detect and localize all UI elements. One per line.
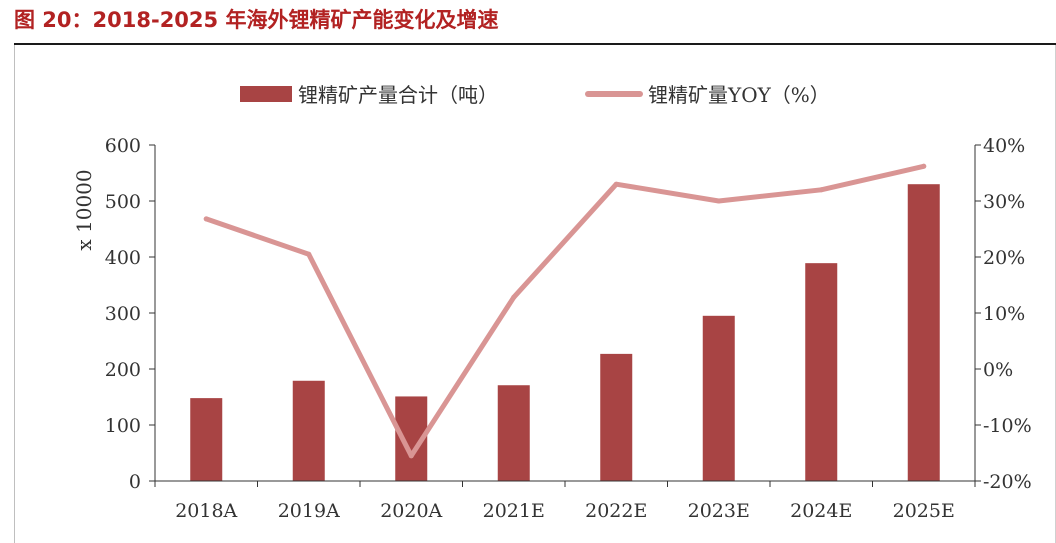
right-tick-label: 40% <box>983 135 1025 157</box>
x-tick-label: 2020A <box>380 500 442 522</box>
left-tick-label: 500 <box>105 191 141 213</box>
title-rule <box>14 43 1056 45</box>
legend: 锂精矿产量合计（吨） 锂精矿量YOY（%） <box>240 83 830 107</box>
yoy-point <box>203 216 209 222</box>
x-tick-label: 2022E <box>585 500 647 522</box>
x-axis-ticks: 2018A 2019A 2020A 2021E 2022E 2023E 2024E 2025E <box>154 481 976 522</box>
x-tick-label: 2025E <box>893 500 955 522</box>
line-series <box>203 163 927 459</box>
bar <box>600 353 633 481</box>
yoy-point <box>511 294 517 300</box>
bar-series <box>190 184 940 481</box>
yoy-point <box>716 198 722 204</box>
x-tick-label: 2018A <box>175 500 237 522</box>
bar <box>292 380 325 481</box>
legend-bar-label: 锂精矿产量合计（吨） <box>298 83 498 107</box>
yoy-line <box>203 163 927 459</box>
yoy-point <box>818 187 824 193</box>
x-tick-label: 2023E <box>688 500 750 522</box>
left-tick-label: 200 <box>105 359 141 381</box>
right-tick-label: -10% <box>983 415 1032 437</box>
frame-left-border <box>14 45 15 543</box>
x-tick-label: 2024E <box>790 500 852 522</box>
right-tick-label: -20% <box>983 471 1032 493</box>
yoy-point <box>613 181 619 187</box>
x-tick-label: 2021E <box>483 500 545 522</box>
bar <box>805 263 838 481</box>
legend-line-label: 锂精矿量YOY（%） <box>648 83 830 107</box>
left-tick-label: 300 <box>105 303 141 325</box>
axes <box>154 145 976 482</box>
right-tick-label: 30% <box>983 191 1025 213</box>
x-tick-label: 2019A <box>278 500 340 522</box>
bar <box>702 315 735 481</box>
left-tick-label: 100 <box>105 415 141 437</box>
figure-title: 图 20：2018-2025 年海外锂精矿产能变化及增速 <box>14 8 499 32</box>
yoy-point <box>921 163 927 169</box>
yoy-point <box>306 251 312 257</box>
bar <box>190 398 223 481</box>
y-axis-title: x 10000 <box>72 169 96 250</box>
left-tick-label: 600 <box>105 135 141 157</box>
left-tick-label: 0 <box>129 471 141 493</box>
right-tick-label: 10% <box>983 303 1025 325</box>
left-axis-ticks: 0 100 200 300 400 500 600 <box>105 135 155 493</box>
bar <box>497 385 530 481</box>
right-tick-label: 0% <box>983 359 1013 381</box>
left-tick-label: 400 <box>105 247 141 269</box>
right-tick-label: 20% <box>983 247 1025 269</box>
legend-bar-swatch <box>240 86 292 102</box>
yoy-point <box>408 453 414 459</box>
bar <box>907 184 940 481</box>
right-axis-ticks: -20% -10% 0% 10% 20% 30% 40% <box>975 135 1032 493</box>
